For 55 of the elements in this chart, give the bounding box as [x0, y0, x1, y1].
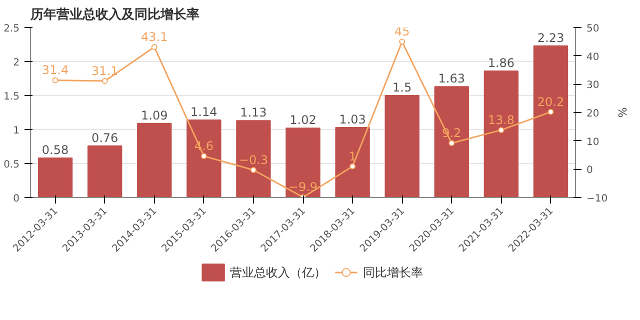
point [350, 163, 356, 170]
y2-tick-label: 40 [586, 52, 600, 63]
data-label: 31.1 [91, 64, 118, 78]
chart-title: 历年营业总收入及同比增长率 [30, 6, 200, 22]
data-label: 1.5 [392, 80, 412, 94]
data-label: 1.03 [339, 112, 366, 126]
data-label: 1.86 [488, 56, 515, 70]
point [548, 108, 554, 115]
point [250, 167, 256, 174]
data-label: 1.09 [141, 108, 168, 122]
bar [87, 145, 122, 198]
bar [38, 158, 73, 198]
bar [236, 120, 271, 198]
data-label: 1.14 [190, 104, 218, 119]
y2-tick-label: 10 [586, 136, 600, 148]
y-tick-label: 1 [13, 126, 20, 136]
y-tick-label: 0.5 [4, 160, 20, 170]
point [448, 140, 455, 146]
bar [384, 95, 420, 198]
y-tick-label: 0 [13, 194, 20, 204]
bar [186, 119, 222, 198]
bar [335, 126, 370, 198]
data-label: 43.1 [141, 30, 168, 44]
y2-tick-label: 50 [586, 24, 600, 34]
y2-tick-label: 30 [586, 80, 600, 92]
y2-tick-label: 0 [586, 165, 593, 176]
data-label: 2.23 [537, 30, 564, 45]
legend-label: 同比增长率 [362, 266, 423, 280]
data-label: 0.58 [42, 143, 69, 158]
data-label: −0.3 [238, 153, 268, 168]
bar [137, 122, 172, 198]
data-label: 1.63 [438, 72, 465, 86]
y-tick-label: 2.5 [4, 24, 20, 34]
data-label: 1.02 [290, 113, 316, 128]
bar [533, 45, 568, 198]
bar [434, 86, 469, 198]
point [399, 38, 406, 45]
bar [286, 128, 320, 198]
legend-label: 营业总收入（亿） [230, 266, 326, 280]
data-label: 1.13 [240, 106, 267, 120]
y2-tick-label: 20 [586, 108, 600, 120]
point [498, 127, 504, 134]
data-label: 0.76 [91, 130, 118, 145]
point [102, 78, 108, 84]
data-label: 20.2 [537, 94, 564, 109]
point [52, 77, 58, 84]
point [200, 153, 207, 160]
data-label: 31.4 [42, 63, 69, 78]
y2-axis-title: % [616, 107, 629, 118]
point [151, 44, 158, 50]
bar [484, 70, 519, 198]
y2-tick-label: −10 [586, 194, 608, 204]
y-tick-label: 2 [13, 58, 20, 68]
y-tick-label: 1.5 [4, 92, 20, 102]
data-label: 13.8 [488, 113, 515, 128]
